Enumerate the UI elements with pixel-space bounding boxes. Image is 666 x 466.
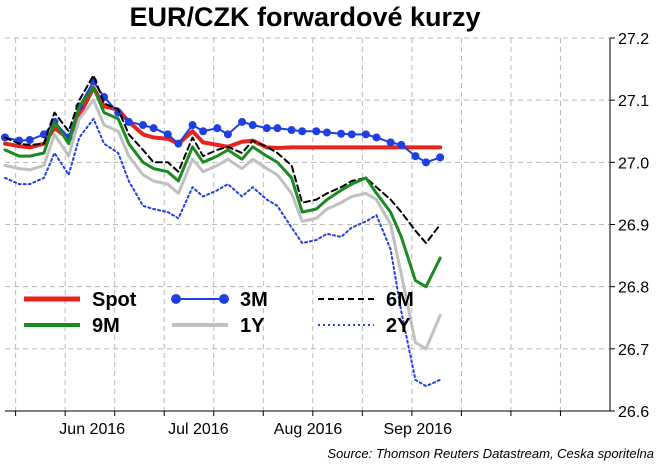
series-point-3m [163, 130, 172, 139]
series-point-3m [124, 117, 133, 126]
series-point-3m [238, 117, 247, 126]
legend-marker-3m [219, 294, 229, 304]
grid-lines [5, 37, 610, 412]
series-point-3m [174, 139, 183, 148]
legend-label-9m: 9M [92, 315, 120, 337]
series-point-3m [262, 124, 271, 133]
series-point-3m [397, 140, 406, 149]
y-tick-label: 27.2 [618, 31, 649, 48]
series-point-3m [372, 133, 381, 142]
x-tick-label: Aug 2016 [274, 421, 343, 438]
series-point-3m [386, 138, 395, 147]
series-point-3m [273, 124, 282, 133]
y-tick-label: 27.0 [618, 155, 649, 172]
series-point-3m [422, 158, 431, 167]
axes: 27.2 27.1 27.0 26.9 26.8 26.7 26.6 Jun 2016 Jul … [5, 31, 649, 438]
series-point-3m [39, 130, 48, 139]
series-point-3m [188, 121, 197, 130]
series-point-3m [138, 121, 147, 130]
y-tick-label: 26.7 [618, 342, 649, 359]
x-tick-label: Sep 2016 [383, 421, 452, 438]
x-tick-label: Jul 2016 [168, 421, 229, 438]
legend-marker-3m [171, 294, 181, 304]
chart-title: EUR/CZK forwardové kurzy [129, 2, 481, 32]
legend-label-2y: 2Y [386, 315, 411, 337]
y-tick-label: 26.8 [618, 280, 649, 297]
y-tick-label: 26.6 [618, 404, 649, 421]
x-tick-label: Jun 2016 [59, 421, 125, 438]
y-tick-label: 27.1 [618, 93, 649, 110]
series-point-3m [298, 127, 307, 136]
series-point-3m [337, 129, 346, 138]
series-point-3m [199, 127, 208, 136]
series-point-3m [25, 135, 34, 144]
series-point-3m [213, 124, 222, 133]
series-point-3m [322, 128, 331, 137]
series-line-9m [3, 86, 442, 289]
series-lines [1, 74, 445, 388]
series-point-3m [114, 108, 123, 117]
series-point-3m [248, 121, 257, 130]
series-point-3m [149, 124, 158, 133]
legend: Spot 3M 6M 9M 1Y 2Y [24, 289, 414, 337]
series-point-3m [223, 130, 232, 139]
legend-label-6m: 6M [386, 289, 414, 311]
legend-label-1y: 1Y [240, 315, 265, 337]
series-point-3m [347, 130, 356, 139]
series-line-2y [4, 117, 442, 388]
series-point-3m [361, 130, 370, 139]
y-tick-label: 26.9 [618, 218, 649, 235]
series-point-3m [312, 127, 321, 136]
source-note: Source: Thomson Reuters Datastream, Cesk… [327, 446, 654, 461]
legend-label-spot: Spot [92, 289, 137, 311]
series-point-3m [287, 126, 296, 135]
series-point-3m [436, 153, 445, 162]
series-point-3m [411, 152, 420, 161]
legend-label-3m: 3M [240, 289, 268, 311]
series-line-1y [3, 98, 442, 351]
